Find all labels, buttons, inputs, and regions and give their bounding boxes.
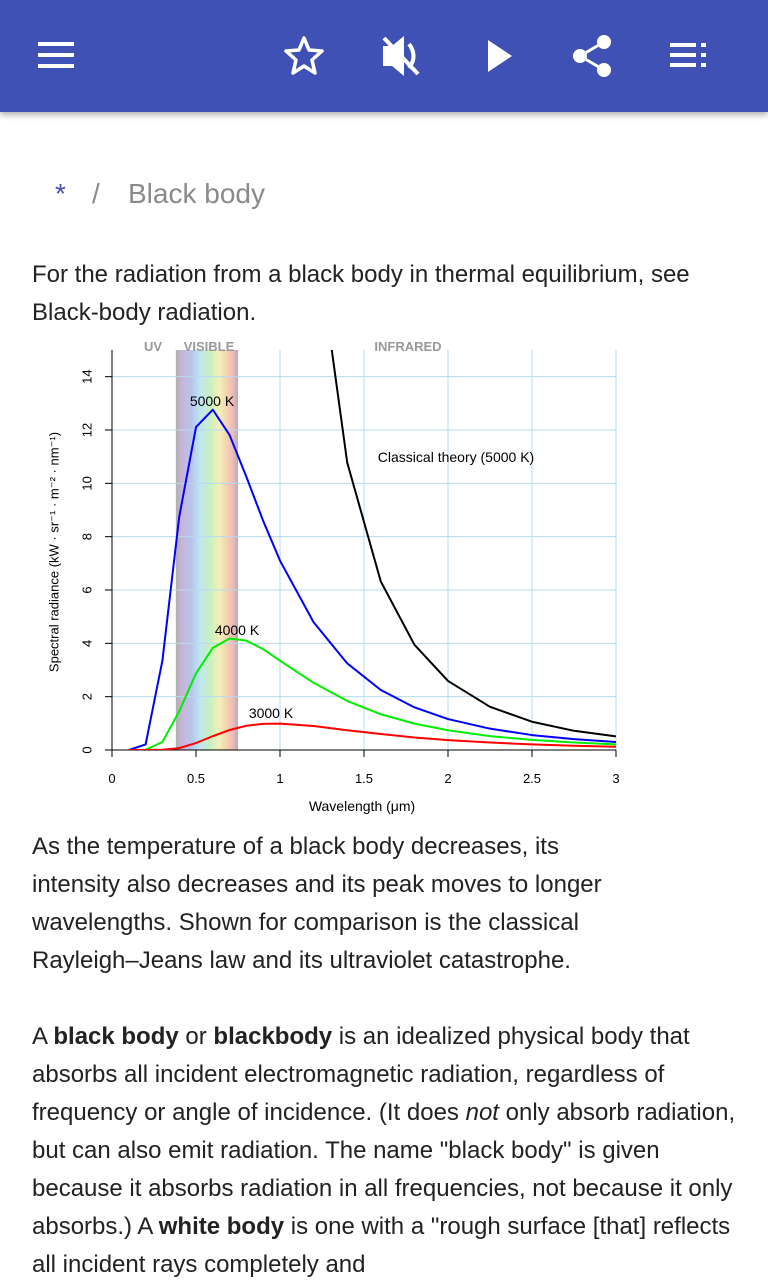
text-run: not xyxy=(465,1099,499,1126)
series-line xyxy=(128,722,616,750)
x-tick-label: 0 xyxy=(108,771,115,786)
mute-button[interactable] xyxy=(382,36,420,76)
series-line xyxy=(128,408,616,750)
text-run: is an idealized physical body that absor… xyxy=(32,1023,690,1126)
x-tick-label: 2 xyxy=(444,771,451,786)
x-axis-label: Wavelength (μm) xyxy=(309,798,415,814)
text-run: black body xyxy=(53,1023,179,1050)
region-label: VISIBLE xyxy=(184,339,235,354)
text-run: only absorb radiation, but can also emit… xyxy=(32,1099,736,1240)
share-button[interactable] xyxy=(573,35,611,77)
breadcrumb-current: Black body xyxy=(128,178,265,209)
breadcrumb-separator: / xyxy=(92,178,100,209)
y-tick-label: 6 xyxy=(79,586,94,593)
y-tick-label: 10 xyxy=(79,476,94,490)
plot-inner xyxy=(128,350,616,750)
y-tick-label: 14 xyxy=(79,369,94,383)
x-tick-label: 0.5 xyxy=(187,771,205,786)
text-run: or xyxy=(178,1023,214,1050)
x-tick-label: 1 xyxy=(276,771,283,786)
series-label: Classical theory (5000 K) xyxy=(378,449,534,465)
series-line xyxy=(330,350,616,738)
article-text: A black body or blackbody is an idealize… xyxy=(32,1018,744,1284)
text-run: white body xyxy=(158,1213,285,1240)
intro-text: For the radiation from a black body in t… xyxy=(32,261,690,326)
y-tick-label: 2 xyxy=(79,693,94,700)
visible-band xyxy=(175,350,238,750)
breadcrumb-root[interactable]: * xyxy=(55,178,66,209)
text-run: A xyxy=(32,1023,54,1050)
favorite-button[interactable] xyxy=(284,36,324,75)
caption-text: As the temperature of a black body decre… xyxy=(32,833,602,974)
x-tick-label: 3 xyxy=(612,771,619,786)
y-tick-label: 4 xyxy=(79,640,94,647)
text-run: is one with a "rough surface [that] refl… xyxy=(32,1213,731,1278)
y-tick-label: 0 xyxy=(79,746,94,753)
play-button[interactable] xyxy=(488,40,512,72)
toolbar xyxy=(0,0,768,112)
series-line xyxy=(128,637,616,750)
chart: 0 2 4 6 8 10 12 14 0 0.5 1 1.5 2 2.5 3 UV VISIBLE INFRARE… xyxy=(46,339,619,814)
menu-button[interactable] xyxy=(38,42,74,68)
x-tick-label: 2.5 xyxy=(523,771,541,786)
toolbar-icons xyxy=(38,35,706,77)
region-label: UV xyxy=(144,339,162,354)
y-tick-label: 8 xyxy=(79,533,94,540)
series-label: 5000 K xyxy=(190,393,235,409)
y-axis-label: Spectral radiance (kW · sr⁻¹ · m⁻² · nm⁻… xyxy=(46,432,61,672)
y-tick-label: 12 xyxy=(79,423,94,437)
playlist-button[interactable] xyxy=(670,43,706,67)
text-run: blackbody xyxy=(213,1023,333,1050)
plot-area xyxy=(128,350,616,750)
series-label: 4000 K xyxy=(215,622,260,638)
x-tick-label: 1.5 xyxy=(355,771,373,786)
series-label: 3000 K xyxy=(249,705,294,721)
region-label: INFRARED xyxy=(374,339,441,354)
